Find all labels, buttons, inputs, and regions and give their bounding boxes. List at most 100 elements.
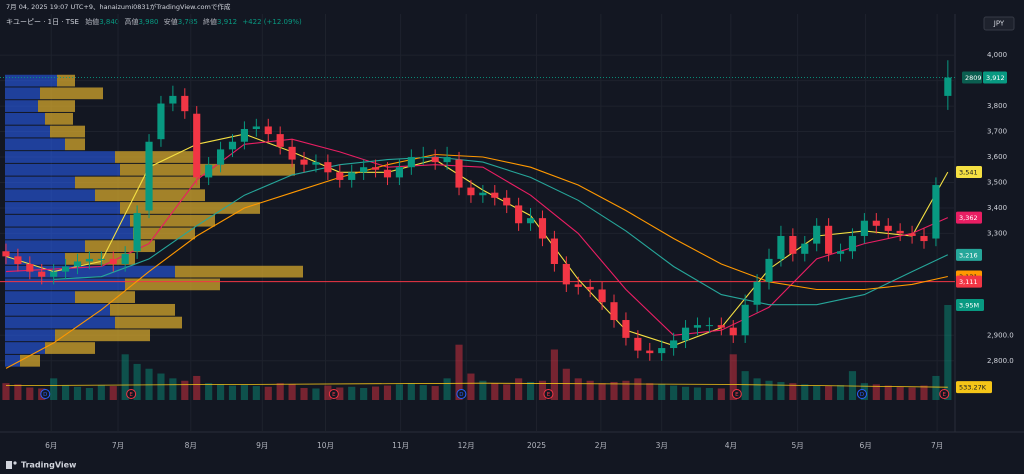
candle-body: [276, 134, 284, 147]
candle-body: [753, 281, 761, 305]
volume-bar: [717, 388, 725, 400]
profile-down: [45, 112, 73, 125]
x-tick-label: 11月: [392, 441, 409, 450]
candle-body: [610, 302, 618, 321]
candle-body: [777, 235, 785, 259]
y-tick-label: 3,400: [987, 204, 1007, 212]
ohlc-label: 安値: [164, 17, 178, 26]
candle-body: [526, 218, 535, 224]
event-marker: [328, 389, 339, 399]
volume-bar: [491, 383, 499, 400]
candle-body: [622, 320, 630, 338]
profile-up: [5, 151, 115, 163]
volume-ma: [5, 382, 948, 388]
candle-body: [729, 327, 737, 336]
profile-up: [5, 138, 65, 151]
volume-bar: [431, 386, 439, 400]
candle-body: [133, 213, 141, 252]
volume-bar: [658, 384, 666, 400]
candle-body: [181, 95, 189, 112]
profile-up: [5, 74, 57, 87]
y-tick-label: 4,000: [987, 51, 1007, 59]
y-tick-label: 2,800.0: [987, 357, 1014, 365]
profile-up: [5, 278, 125, 291]
profile-down: [115, 151, 200, 163]
volume-bar: [515, 378, 523, 400]
volume-bar: [181, 380, 189, 400]
volume-bar: [443, 378, 451, 400]
profile-down: [65, 138, 85, 151]
profile-up: [5, 265, 175, 278]
candle-body: [860, 220, 868, 236]
profile-up: [5, 291, 75, 303]
candle-body: [371, 167, 380, 170]
volume-bar: [407, 383, 415, 400]
currency-button[interactable]: [983, 16, 1015, 31]
profile-down: [120, 202, 260, 214]
moving-average: [5, 153, 948, 369]
candle-body: [765, 258, 773, 282]
candle-body: [681, 327, 690, 341]
price-box: [983, 71, 1007, 84]
event-label: E: [332, 392, 336, 398]
candle-body: [300, 159, 308, 165]
x-tick-label: 2月: [595, 441, 607, 450]
candle-body: [288, 146, 296, 160]
ohlc-value: 3,785: [178, 18, 198, 26]
candle-body: [872, 220, 880, 226]
volume-bar: [288, 384, 296, 400]
candle-body: [26, 263, 34, 272]
x-tick-label: 6月: [859, 441, 871, 450]
candle-body: [848, 235, 857, 252]
candle-body: [836, 251, 845, 254]
profile-down: [75, 176, 200, 189]
volume-bar: [85, 387, 93, 400]
volume-bar: [145, 368, 153, 400]
candle-body: [717, 325, 725, 328]
volume-bar: [825, 386, 833, 400]
candle-body: [598, 289, 606, 303]
event-marker: [40, 389, 51, 399]
profile-up: [5, 342, 45, 354]
candle-body: [193, 113, 201, 178]
event-label: E: [547, 392, 551, 398]
price-box-label: 3,541: [959, 169, 978, 177]
profile-up: [5, 253, 65, 265]
candle-body: [634, 337, 642, 351]
volume-bar: [109, 386, 117, 400]
volume-bar: [50, 378, 58, 400]
x-tick-label: 5月: [791, 441, 803, 450]
volume-bar: [97, 385, 105, 400]
candle-body: [169, 95, 177, 104]
volume-bar: [360, 387, 368, 400]
volume-bar: [61, 385, 70, 400]
volume-bar: [896, 386, 904, 400]
logo-icon: [13, 461, 17, 465]
price-box: [962, 71, 982, 84]
price-box: [956, 299, 984, 311]
candle-body: [944, 77, 952, 96]
candle-body: [896, 230, 904, 234]
profile-down: [85, 240, 155, 253]
event-marker: [126, 389, 137, 399]
candle-body: [741, 304, 749, 336]
candle-body: [920, 235, 928, 242]
profile-up: [5, 303, 110, 316]
change: +422 (+12.09%): [242, 18, 302, 26]
candle-body: [467, 187, 475, 196]
currency[interactable]: JPY: [993, 20, 1005, 28]
volume-bar: [240, 385, 248, 400]
logo: TradingView: [6, 461, 77, 470]
volume-bar: [455, 344, 463, 400]
event-marker: [731, 389, 742, 399]
candle-body: [157, 103, 165, 140]
candle-body: [479, 192, 487, 196]
candle-body: [491, 192, 499, 198]
price-box: [956, 381, 992, 394]
volume-bar: [610, 381, 618, 400]
volume-bar: [765, 380, 773, 400]
profile-up: [5, 202, 120, 214]
ohlc-label: 高値: [124, 17, 138, 26]
volume-bar: [336, 387, 344, 400]
profile-up: [5, 87, 40, 100]
